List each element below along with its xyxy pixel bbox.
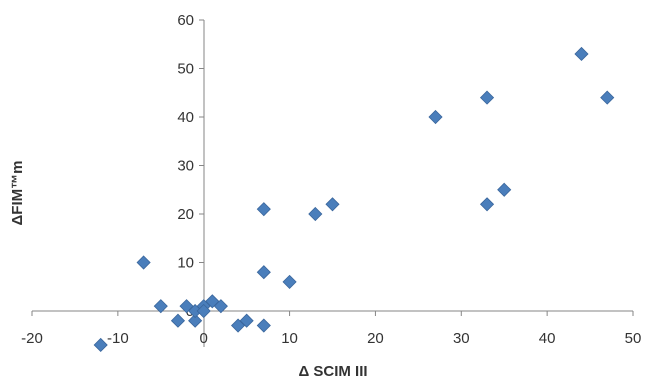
- data-point: [600, 90, 615, 105]
- data-point: [479, 197, 495, 212]
- x-tick-label: 50: [625, 330, 642, 347]
- data-point: [179, 299, 194, 314]
- data-point: [170, 313, 186, 328]
- x-tick-label: 10: [281, 330, 298, 347]
- data-point: [325, 197, 340, 212]
- data-point: [282, 274, 297, 289]
- x-tick-label: 20: [367, 330, 384, 347]
- data-point: [256, 202, 271, 217]
- data-point: [256, 265, 271, 280]
- data-point: [308, 206, 323, 222]
- x-tick-label: -20: [21, 330, 43, 347]
- data-point: [196, 303, 211, 319]
- data-point: [213, 299, 228, 314]
- x-tick-label: -10: [107, 330, 129, 347]
- y-tick-label: 10: [177, 255, 194, 272]
- data-point: [497, 182, 512, 197]
- x-tick-label: 30: [453, 330, 470, 347]
- data-point: [188, 313, 203, 328]
- y-tick-label: 40: [177, 109, 194, 126]
- data-point: [136, 255, 151, 270]
- data-point: [428, 109, 443, 125]
- data-point: [239, 313, 254, 328]
- data-point: [153, 299, 168, 314]
- data-point: [479, 90, 495, 105]
- data-point: [574, 46, 589, 62]
- axes: [31, 19, 634, 347]
- y-tick-label: 60: [177, 12, 194, 29]
- data-point: [256, 318, 271, 333]
- x-tick-label: 40: [539, 330, 556, 347]
- y-tick-label: 30: [177, 158, 194, 175]
- x-tick-label: 0: [200, 330, 208, 347]
- y-tick-label: 50: [177, 61, 194, 78]
- data-point: [93, 337, 108, 353]
- data-points: [93, 46, 615, 353]
- tick-labels: -20-10010203040500102030405060: [21, 12, 641, 347]
- y-axis-title: ΔFIM™m: [9, 161, 26, 226]
- y-tick-label: 20: [177, 206, 194, 223]
- x-axis-title: Δ SCIM III: [298, 363, 367, 380]
